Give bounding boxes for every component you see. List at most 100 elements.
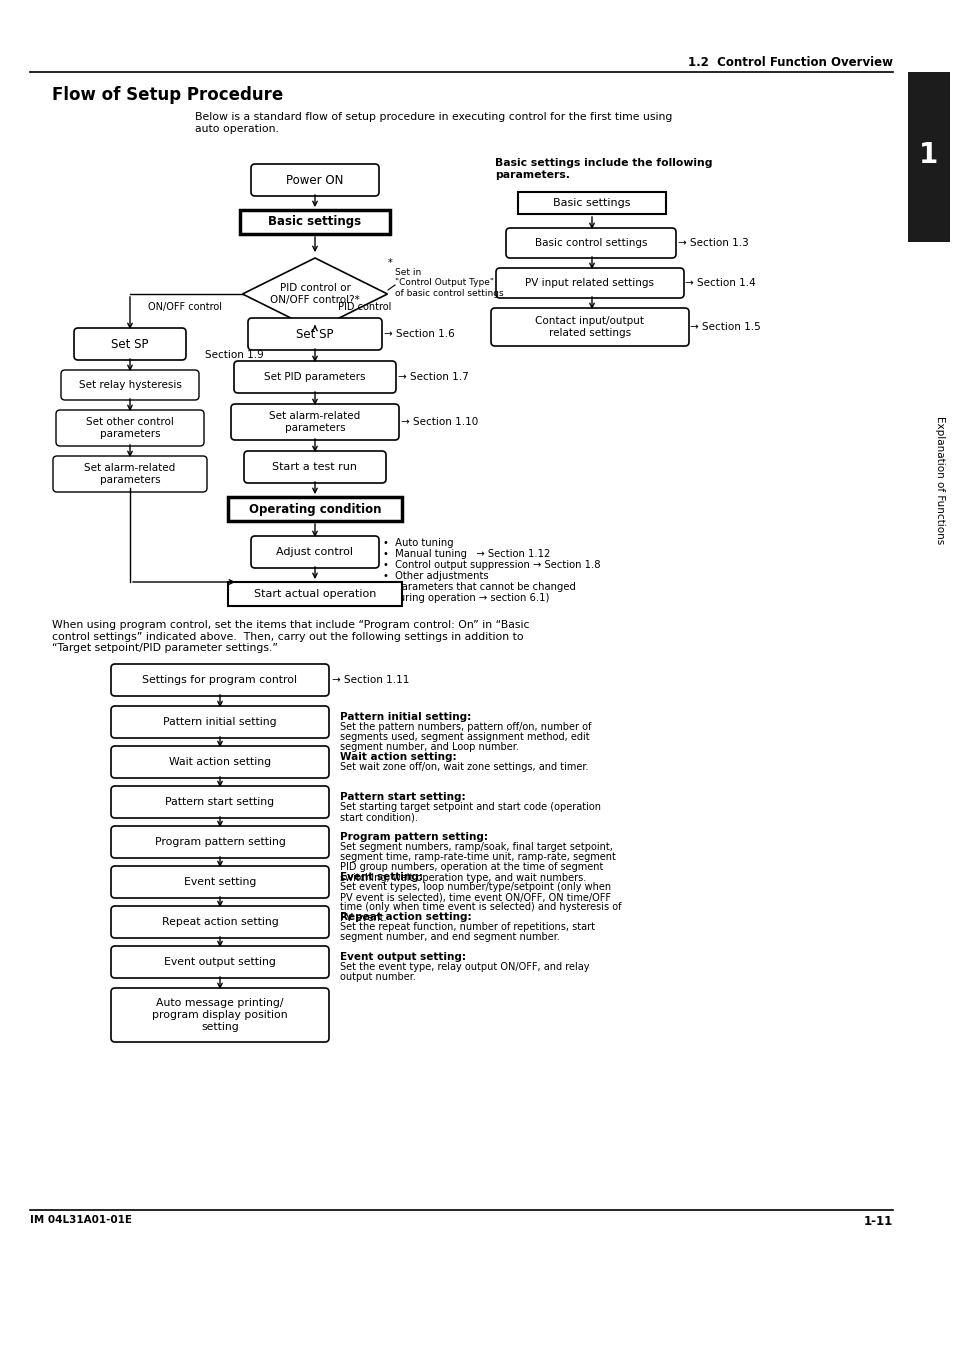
Text: → Section 1.4: → Section 1.4 — [684, 278, 755, 288]
Text: Basic settings include the following
parameters.: Basic settings include the following par… — [495, 158, 712, 180]
Text: PID group numbers, operation at the time of segment: PID group numbers, operation at the time… — [339, 862, 602, 873]
Text: Set wait zone off/on, wait zone settings, and timer.: Set wait zone off/on, wait zone settings… — [339, 762, 588, 771]
Text: Pattern start setting: Pattern start setting — [165, 797, 274, 807]
FancyBboxPatch shape — [111, 746, 329, 778]
Text: Pattern initial setting:: Pattern initial setting: — [339, 712, 471, 721]
FancyBboxPatch shape — [505, 228, 676, 258]
Text: Event setting:: Event setting: — [339, 871, 422, 882]
Text: Set segment numbers, ramp/soak, final target setpoint,: Set segment numbers, ramp/soak, final ta… — [339, 842, 612, 851]
FancyBboxPatch shape — [111, 786, 329, 817]
FancyBboxPatch shape — [111, 866, 329, 898]
Text: Set event types, loop number/type/setpoint (only when: Set event types, loop number/type/setpoi… — [339, 881, 611, 892]
FancyBboxPatch shape — [491, 308, 688, 346]
Text: → Section 1.3: → Section 1.3 — [678, 238, 748, 249]
Text: Section 1.9: Section 1.9 — [205, 350, 263, 359]
Text: •  Auto tuning: • Auto tuning — [382, 538, 453, 549]
Text: Set in
"Control Output Type"
of basic control settings: Set in "Control Output Type" of basic co… — [395, 267, 503, 297]
Text: during operation → section 6.1): during operation → section 6.1) — [382, 593, 549, 603]
FancyBboxPatch shape — [251, 536, 378, 567]
FancyBboxPatch shape — [244, 451, 386, 484]
Text: Repeat action setting:: Repeat action setting: — [339, 912, 471, 921]
Text: PV input related settings: PV input related settings — [525, 278, 654, 288]
Text: Below is a standard flow of setup procedure in executing control for the first t: Below is a standard flow of setup proced… — [194, 112, 672, 134]
Polygon shape — [242, 258, 387, 330]
Text: PID control: PID control — [338, 303, 392, 312]
Text: Program pattern setting: Program pattern setting — [154, 838, 285, 847]
Text: Start actual operation: Start actual operation — [253, 589, 375, 598]
Text: time (only when time event is selected) and hysteresis of: time (only when time event is selected) … — [339, 902, 620, 912]
Text: ON/OFF control: ON/OFF control — [148, 303, 222, 312]
FancyBboxPatch shape — [74, 328, 186, 359]
FancyBboxPatch shape — [53, 457, 207, 492]
Text: switching, wait operation type, and wait numbers.: switching, wait operation type, and wait… — [339, 873, 586, 884]
Text: Event output setting:: Event output setting: — [339, 952, 465, 962]
Text: Set the pattern numbers, pattern off/on, number of: Set the pattern numbers, pattern off/on,… — [339, 721, 591, 731]
Text: Event output setting: Event output setting — [164, 957, 275, 967]
FancyBboxPatch shape — [61, 370, 199, 400]
FancyBboxPatch shape — [248, 317, 381, 350]
Text: → Section 1.5: → Section 1.5 — [689, 322, 760, 332]
Text: Wait action setting:: Wait action setting: — [339, 753, 456, 762]
Text: start condition).: start condition). — [339, 812, 417, 821]
FancyBboxPatch shape — [111, 707, 329, 738]
Text: PID control or
ON/OFF control?*: PID control or ON/OFF control?* — [270, 284, 359, 305]
Text: output number.: output number. — [339, 971, 416, 982]
FancyBboxPatch shape — [111, 946, 329, 978]
Text: Set SP: Set SP — [296, 327, 334, 340]
Text: Adjust control: Adjust control — [276, 547, 354, 557]
Text: Set starting target setpoint and start code (operation: Set starting target setpoint and start c… — [339, 801, 600, 812]
Text: → Section 1.11: → Section 1.11 — [332, 676, 409, 685]
Text: Set alarm-related
parameters: Set alarm-related parameters — [269, 411, 360, 432]
FancyBboxPatch shape — [231, 404, 398, 440]
Text: *: * — [388, 258, 393, 267]
Text: segment number, and Loop number.: segment number, and Loop number. — [339, 743, 518, 753]
FancyBboxPatch shape — [233, 361, 395, 393]
FancyBboxPatch shape — [228, 497, 401, 521]
Text: Basic control settings: Basic control settings — [535, 238, 646, 249]
Text: (Parameters that cannot be changed: (Parameters that cannot be changed — [382, 582, 576, 592]
Text: Program pattern setting:: Program pattern setting: — [339, 832, 488, 842]
Text: Explanation of Functions: Explanation of Functions — [934, 416, 944, 544]
FancyBboxPatch shape — [517, 192, 665, 213]
FancyBboxPatch shape — [907, 72, 949, 242]
Text: Pattern start setting:: Pattern start setting: — [339, 792, 465, 802]
Text: Set other control
parameters: Set other control parameters — [86, 417, 173, 439]
Text: •  Control output suppression → Section 1.8: • Control output suppression → Section 1… — [382, 561, 599, 570]
FancyBboxPatch shape — [111, 663, 329, 696]
Text: Set alarm-related
parameters: Set alarm-related parameters — [84, 463, 175, 485]
Text: •  Other adjustments: • Other adjustments — [382, 571, 488, 581]
Text: Set relay hysteresis: Set relay hysteresis — [78, 380, 181, 390]
Text: segments used, segment assignment method, edit: segments used, segment assignment method… — [339, 732, 589, 742]
Text: Set the repeat function, number of repetitions, start: Set the repeat function, number of repet… — [339, 921, 595, 931]
FancyBboxPatch shape — [496, 267, 683, 299]
Text: segment number, and end segment number.: segment number, and end segment number. — [339, 932, 559, 942]
Text: Set the event type, relay output ON/OFF, and relay: Set the event type, relay output ON/OFF,… — [339, 962, 589, 971]
Text: •  Manual tuning   → Section 1.12: • Manual tuning → Section 1.12 — [382, 549, 550, 559]
Text: Event setting: Event setting — [184, 877, 256, 888]
Text: Auto message printing/
program display position
setting: Auto message printing/ program display p… — [152, 998, 288, 1032]
Text: When using program control, set the items that include “Program control: On” in : When using program control, set the item… — [52, 620, 529, 653]
Text: Repeat action setting: Repeat action setting — [161, 917, 278, 927]
FancyBboxPatch shape — [111, 988, 329, 1042]
Text: 1-11: 1-11 — [862, 1215, 892, 1228]
FancyBboxPatch shape — [56, 409, 204, 446]
Text: Basic settings: Basic settings — [268, 216, 361, 228]
FancyBboxPatch shape — [111, 907, 329, 938]
Text: PV event is selected), time event ON/OFF, ON time/OFF: PV event is selected), time event ON/OFF… — [339, 892, 610, 902]
Text: Power ON: Power ON — [286, 173, 343, 186]
Text: Set SP: Set SP — [112, 338, 149, 350]
Text: → Section 1.10: → Section 1.10 — [400, 417, 477, 427]
Text: IM 04L31A01-01E: IM 04L31A01-01E — [30, 1215, 132, 1225]
Text: → Section 1.6: → Section 1.6 — [384, 330, 455, 339]
FancyBboxPatch shape — [111, 825, 329, 858]
Text: Contact input/output
related settings: Contact input/output related settings — [535, 316, 644, 338]
Text: Set PID parameters: Set PID parameters — [264, 372, 365, 382]
Text: Start a test run: Start a test run — [273, 462, 357, 471]
Text: Pattern initial setting: Pattern initial setting — [163, 717, 276, 727]
FancyBboxPatch shape — [251, 163, 378, 196]
Text: Operating condition: Operating condition — [249, 503, 381, 516]
Text: Wait action setting: Wait action setting — [169, 757, 271, 767]
FancyBboxPatch shape — [228, 582, 401, 607]
Text: segment time, ramp-rate-time unit, ramp-rate, segment: segment time, ramp-rate-time unit, ramp-… — [339, 852, 616, 862]
Text: PV event.: PV event. — [339, 913, 386, 923]
